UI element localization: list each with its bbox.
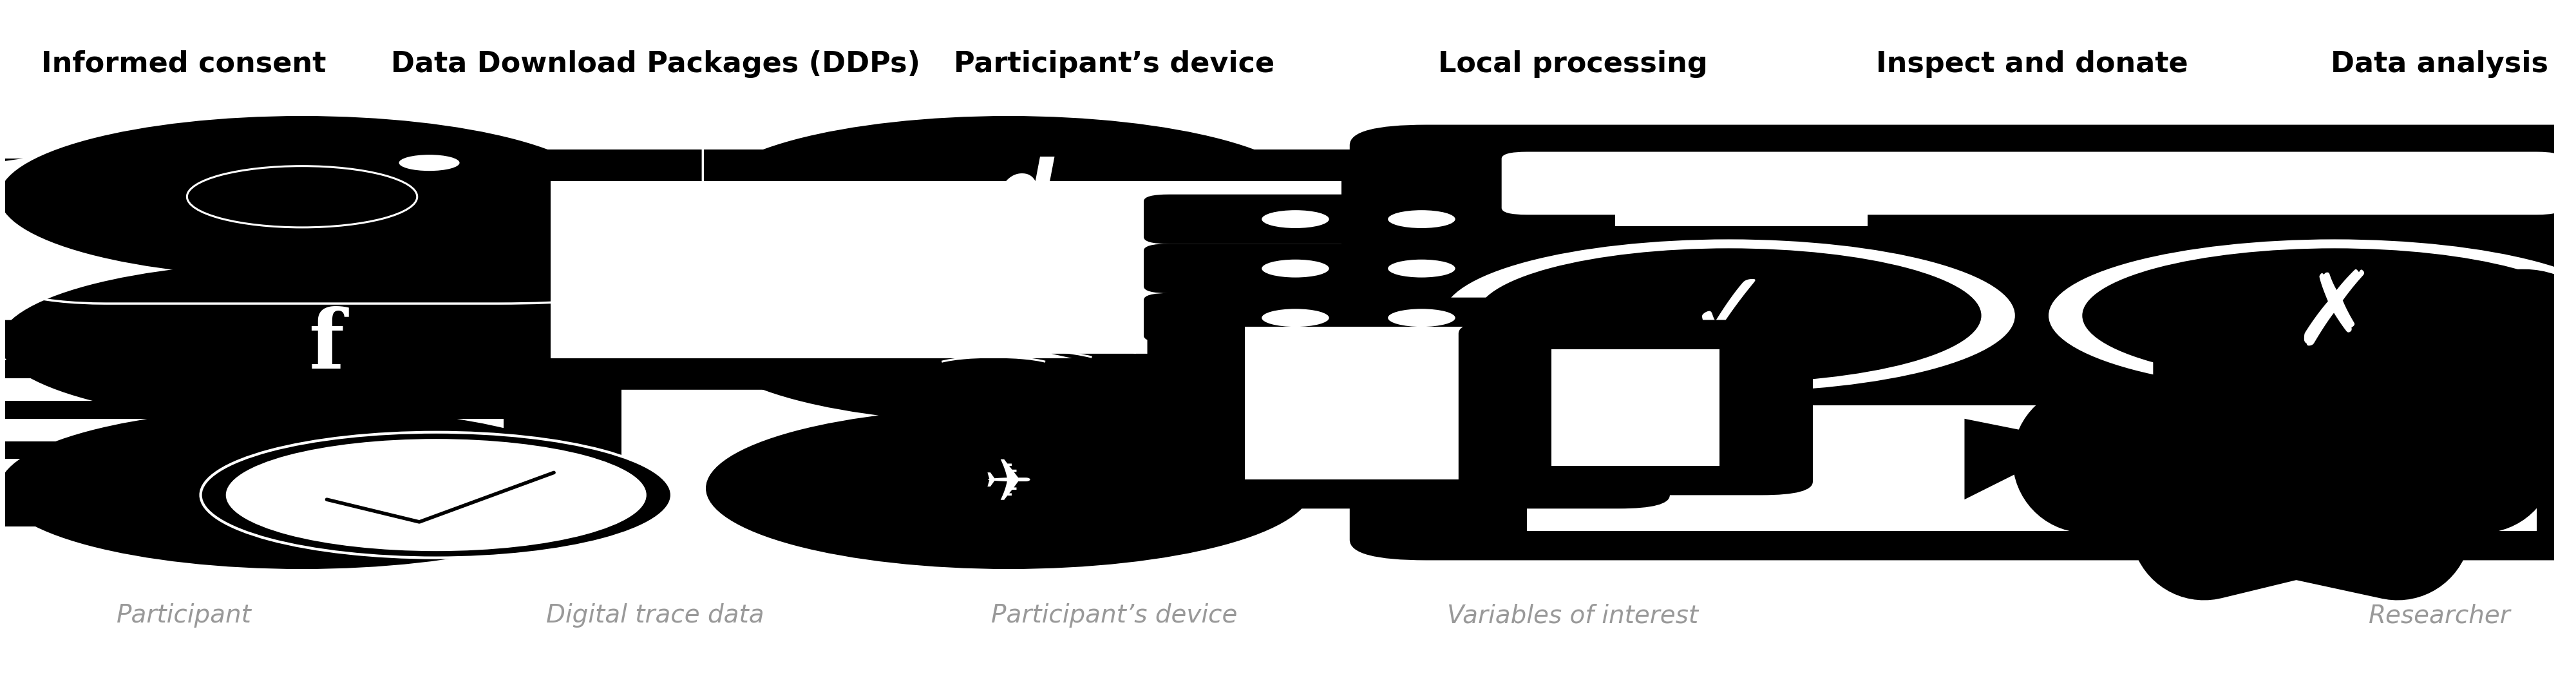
Circle shape (706, 116, 1311, 277)
Circle shape (1262, 260, 1329, 277)
FancyBboxPatch shape (1046, 372, 1182, 414)
Circle shape (0, 262, 605, 423)
FancyBboxPatch shape (1615, 311, 1868, 325)
Circle shape (0, 116, 605, 277)
Circle shape (2081, 248, 2576, 383)
Circle shape (706, 408, 1311, 569)
Wedge shape (0, 230, 435, 320)
FancyBboxPatch shape (1146, 297, 1669, 508)
FancyBboxPatch shape (2566, 257, 2576, 360)
FancyBboxPatch shape (878, 410, 1350, 432)
FancyBboxPatch shape (551, 181, 1342, 358)
FancyBboxPatch shape (1255, 394, 1893, 421)
Circle shape (0, 408, 605, 569)
Circle shape (2146, 271, 2481, 360)
FancyBboxPatch shape (0, 159, 621, 526)
Circle shape (399, 155, 459, 171)
FancyBboxPatch shape (2372, 356, 2576, 378)
Circle shape (1476, 248, 1981, 383)
FancyBboxPatch shape (0, 378, 502, 401)
Circle shape (1388, 210, 1455, 228)
FancyBboxPatch shape (1528, 406, 2537, 531)
Text: Researcher: Researcher (2367, 603, 2512, 628)
FancyBboxPatch shape (1615, 212, 1868, 226)
FancyBboxPatch shape (1144, 293, 2002, 342)
FancyBboxPatch shape (1144, 195, 2002, 244)
Text: ✓: ✓ (1685, 266, 1772, 366)
Circle shape (1443, 239, 2014, 392)
Text: Participant’s device: Participant’s device (953, 50, 1275, 78)
FancyBboxPatch shape (1244, 327, 1571, 479)
Circle shape (0, 154, 286, 253)
Polygon shape (1255, 421, 1893, 540)
FancyBboxPatch shape (433, 149, 1461, 390)
Text: f: f (309, 306, 345, 386)
Text: d: d (994, 156, 1054, 237)
FancyBboxPatch shape (1615, 262, 1868, 275)
Circle shape (1262, 309, 1329, 327)
FancyBboxPatch shape (1551, 349, 1721, 466)
Text: Data Download Packages (DDPs): Data Download Packages (DDPs) (392, 50, 920, 78)
FancyBboxPatch shape (1144, 244, 2002, 293)
Text: Informed consent: Informed consent (41, 50, 327, 78)
FancyBboxPatch shape (2154, 342, 2473, 455)
FancyBboxPatch shape (0, 338, 502, 360)
Text: ☎: ☎ (263, 453, 343, 516)
Text: Local processing: Local processing (1437, 50, 1708, 78)
Circle shape (2048, 239, 2576, 392)
FancyBboxPatch shape (1350, 125, 2576, 560)
Polygon shape (1965, 419, 2166, 499)
FancyBboxPatch shape (0, 419, 502, 441)
FancyBboxPatch shape (2002, 437, 2506, 459)
Circle shape (1262, 210, 1329, 228)
FancyBboxPatch shape (1502, 152, 2563, 214)
Text: ✗: ✗ (2293, 266, 2378, 366)
Polygon shape (1051, 353, 2094, 399)
Text: Participant’s device: Participant’s device (992, 603, 1236, 628)
Text: Variables of interest: Variables of interest (1448, 603, 1698, 628)
Circle shape (1388, 309, 1455, 327)
Text: Digital trace data: Digital trace data (546, 603, 765, 628)
Circle shape (227, 439, 647, 551)
Text: Data analysis: Data analysis (2331, 50, 2548, 78)
Circle shape (201, 432, 672, 558)
Text: Participant: Participant (116, 603, 252, 628)
FancyBboxPatch shape (0, 459, 502, 482)
Circle shape (706, 262, 1311, 423)
FancyBboxPatch shape (1458, 320, 1814, 495)
Text: Inspect and donate: Inspect and donate (1875, 50, 2187, 78)
Circle shape (1388, 260, 1455, 277)
Text: ✈: ✈ (984, 456, 1033, 514)
